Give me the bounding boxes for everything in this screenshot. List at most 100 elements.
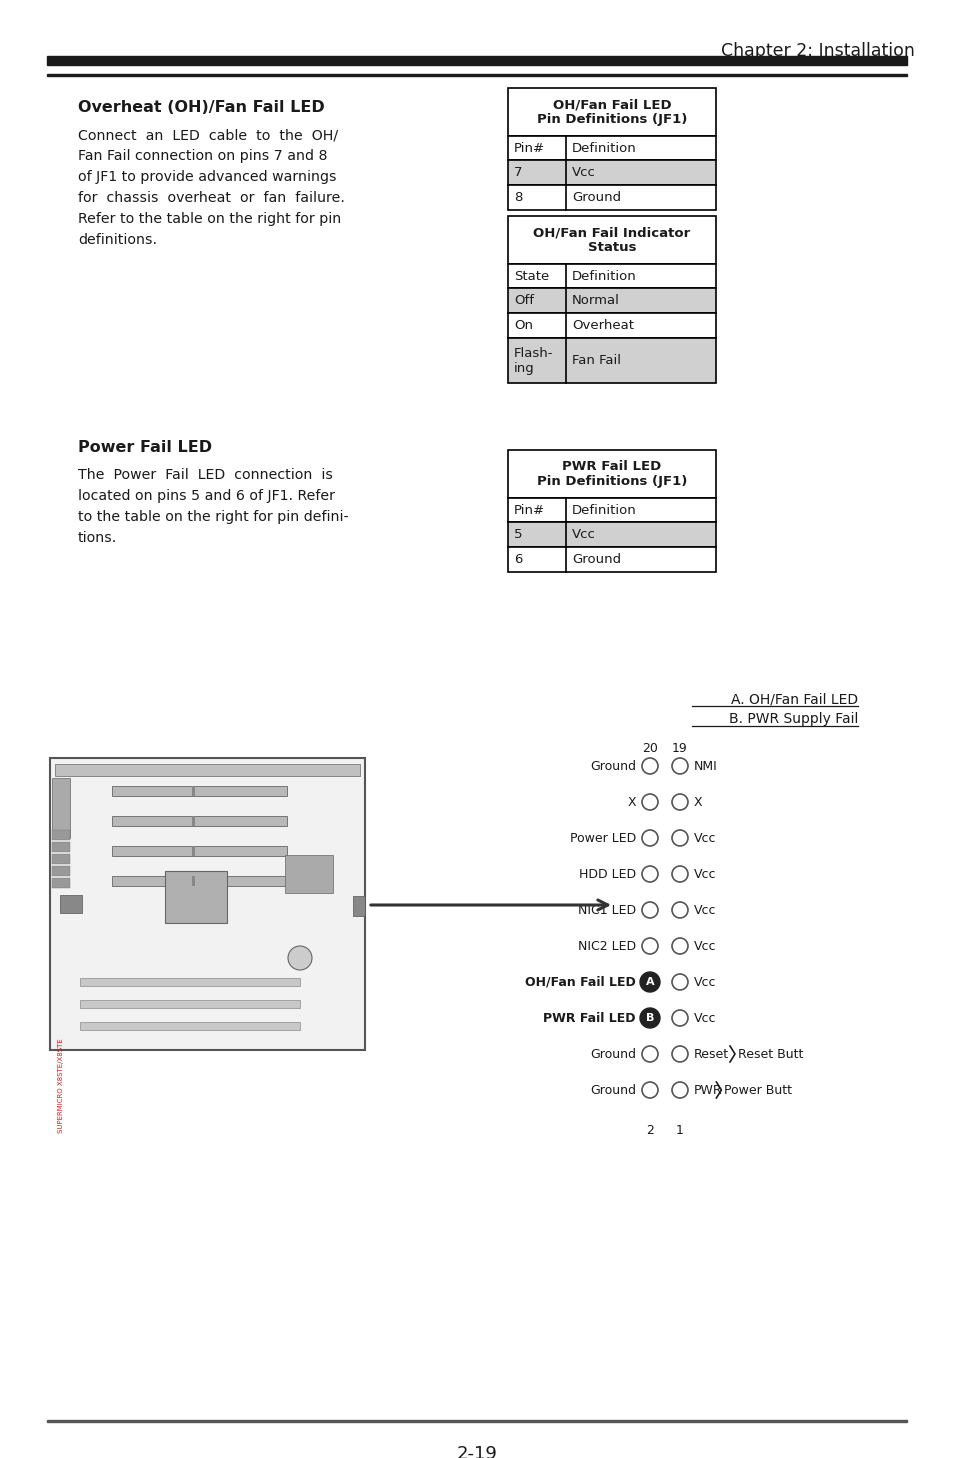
Text: X: X xyxy=(627,796,636,809)
Bar xyxy=(80,1022,299,1029)
Text: Vcc: Vcc xyxy=(693,904,716,917)
Text: Power Butt: Power Butt xyxy=(723,1083,792,1096)
Text: On: On xyxy=(514,319,533,332)
Bar xyxy=(507,264,716,289)
Text: tions.: tions. xyxy=(78,531,117,545)
Bar xyxy=(507,136,716,160)
Circle shape xyxy=(671,1082,687,1098)
Text: Refer to the table on the right for pin: Refer to the table on the right for pin xyxy=(78,211,341,226)
Text: Vcc: Vcc xyxy=(693,1012,716,1025)
Text: Ground: Ground xyxy=(589,1047,636,1060)
Text: A. OH/Fan Fail LED: A. OH/Fan Fail LED xyxy=(730,693,857,706)
Text: Definition: Definition xyxy=(572,503,636,516)
Circle shape xyxy=(671,1045,687,1061)
Bar xyxy=(192,816,194,827)
Bar xyxy=(507,547,716,572)
Circle shape xyxy=(671,903,687,919)
Bar xyxy=(192,846,194,856)
Circle shape xyxy=(639,1007,659,1028)
Text: 8: 8 xyxy=(514,191,522,204)
Bar xyxy=(507,87,716,136)
Bar xyxy=(112,786,287,796)
Text: Flash-
ing: Flash- ing xyxy=(514,347,553,375)
Circle shape xyxy=(641,830,658,846)
Bar xyxy=(52,830,70,840)
Circle shape xyxy=(639,972,659,991)
Bar xyxy=(60,895,82,913)
Text: Off: Off xyxy=(514,295,534,308)
Text: Ground: Ground xyxy=(572,191,620,204)
Circle shape xyxy=(671,830,687,846)
Text: Pin#: Pin# xyxy=(514,503,544,516)
Text: Reset: Reset xyxy=(693,1047,728,1060)
Text: Vcc: Vcc xyxy=(572,166,596,179)
Text: 2: 2 xyxy=(645,1124,653,1137)
Text: Overheat (OH)/Fan Fail LED: Overheat (OH)/Fan Fail LED xyxy=(78,101,324,115)
Text: 2-19: 2-19 xyxy=(456,1445,497,1458)
Text: Ground: Ground xyxy=(589,1083,636,1096)
Text: 7: 7 xyxy=(514,166,522,179)
Text: PWR: PWR xyxy=(693,1083,721,1096)
Text: Connect  an  LED  cable  to  the  OH/: Connect an LED cable to the OH/ xyxy=(78,128,337,141)
Text: OH/Fan Fail LED: OH/Fan Fail LED xyxy=(525,975,636,989)
Text: Reset Butt: Reset Butt xyxy=(738,1047,802,1060)
Text: of JF1 to provide advanced warnings: of JF1 to provide advanced warnings xyxy=(78,171,336,184)
Text: SUPERMICRO X8STE/X8STE: SUPERMICRO X8STE/X8STE xyxy=(58,1038,64,1133)
Text: Definition: Definition xyxy=(572,270,636,283)
Circle shape xyxy=(671,758,687,774)
Text: for  chassis  overheat  or  fan  failure.: for chassis overheat or fan failure. xyxy=(78,191,345,206)
Text: Vcc: Vcc xyxy=(693,868,716,881)
Text: OH/Fan Fail LED
Pin Definitions (JF1): OH/Fan Fail LED Pin Definitions (JF1) xyxy=(537,98,686,125)
Bar xyxy=(50,758,365,1050)
Text: 5: 5 xyxy=(514,528,522,541)
Text: NIC1 LED: NIC1 LED xyxy=(578,904,636,917)
Text: The  Power  Fail  LED  connection  is: The Power Fail LED connection is xyxy=(78,468,333,483)
Bar xyxy=(52,843,70,851)
Circle shape xyxy=(641,1010,658,1026)
Bar xyxy=(52,866,70,876)
Bar xyxy=(507,522,716,547)
Text: PWR Fail LED
Pin Definitions (JF1): PWR Fail LED Pin Definitions (JF1) xyxy=(537,461,686,488)
Bar xyxy=(507,289,716,313)
Bar xyxy=(353,897,365,916)
Bar xyxy=(507,160,716,185)
Text: Ground: Ground xyxy=(572,553,620,566)
Bar xyxy=(47,1420,906,1422)
Bar xyxy=(112,846,287,856)
Text: 19: 19 xyxy=(672,742,687,755)
Text: Ground: Ground xyxy=(589,760,636,773)
Bar xyxy=(285,854,333,892)
Text: Fan Fail connection on pins 7 and 8: Fan Fail connection on pins 7 and 8 xyxy=(78,149,327,163)
Bar xyxy=(52,854,70,865)
Circle shape xyxy=(671,937,687,954)
Circle shape xyxy=(671,795,687,811)
Text: Pin#: Pin# xyxy=(514,141,544,155)
Text: Vcc: Vcc xyxy=(693,939,716,952)
Bar xyxy=(507,216,716,264)
Bar xyxy=(52,779,70,838)
Bar xyxy=(507,451,716,499)
Bar xyxy=(80,1000,299,1007)
Circle shape xyxy=(641,1082,658,1098)
Bar xyxy=(507,499,716,522)
Text: NIC2 LED: NIC2 LED xyxy=(578,939,636,952)
Text: State: State xyxy=(514,270,549,283)
Circle shape xyxy=(641,937,658,954)
Circle shape xyxy=(671,974,687,990)
Text: Vcc: Vcc xyxy=(693,831,716,844)
Text: A: A xyxy=(645,977,654,987)
Bar xyxy=(192,786,194,796)
Text: Normal: Normal xyxy=(572,295,619,308)
Bar xyxy=(507,313,716,338)
Text: definitions.: definitions. xyxy=(78,233,157,246)
Bar xyxy=(192,876,194,886)
Text: to the table on the right for pin defini-: to the table on the right for pin defini… xyxy=(78,510,349,523)
Text: located on pins 5 and 6 of JF1. Refer: located on pins 5 and 6 of JF1. Refer xyxy=(78,488,335,503)
Circle shape xyxy=(641,758,658,774)
Text: Vcc: Vcc xyxy=(693,975,716,989)
Text: Power LED: Power LED xyxy=(569,831,636,844)
Text: Fan Fail: Fan Fail xyxy=(572,354,620,367)
Bar xyxy=(47,55,906,66)
Text: Vcc: Vcc xyxy=(572,528,596,541)
Text: OH/Fan Fail Indicator
Status: OH/Fan Fail Indicator Status xyxy=(533,226,690,254)
